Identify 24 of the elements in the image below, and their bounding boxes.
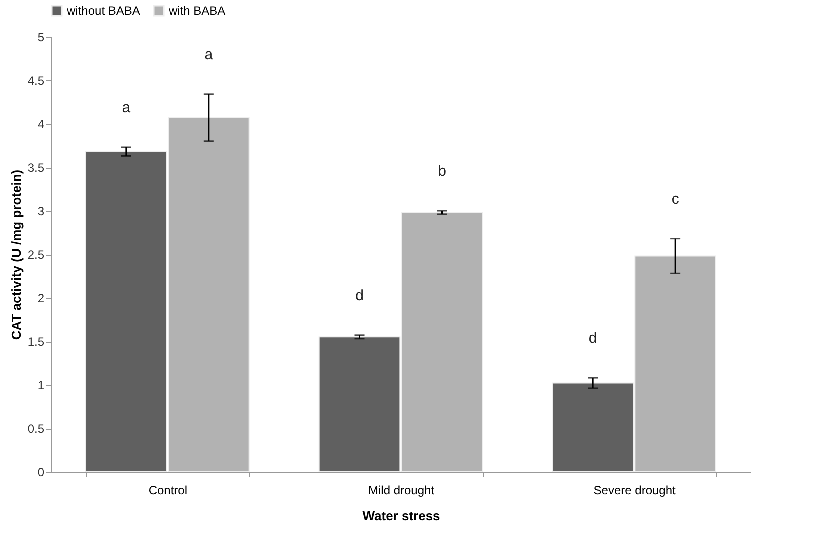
- annotation: b: [438, 163, 446, 180]
- x-tick-label: Severe drought: [594, 484, 677, 498]
- legend-label: without BABA: [66, 4, 140, 18]
- y-tick-label: 3.5: [28, 161, 45, 175]
- y-tick-label: 0.5: [28, 422, 45, 436]
- legend-label: with BABA: [168, 4, 226, 18]
- annotation: a: [122, 99, 132, 116]
- y-axis-title: CAT activity (U /mg protein): [8, 170, 24, 340]
- y-tick-label: 3: [38, 204, 45, 218]
- y-tick-label: 1.5: [28, 335, 45, 349]
- x-tick-label: Mild drought: [368, 484, 436, 498]
- annotation: d: [588, 330, 598, 348]
- y-tick-label: 0: [38, 466, 45, 480]
- y-tick-label: 4: [38, 118, 45, 132]
- x-axis-title: Water stress: [362, 508, 440, 524]
- annotation: a: [204, 46, 214, 64]
- annotation: d: [356, 287, 364, 304]
- y-tick-label: 5: [38, 30, 45, 44]
- y-tick-label: 2.5: [28, 248, 45, 262]
- x-tick-label: Control: [148, 484, 188, 498]
- y-tick-label: 4.5: [28, 74, 45, 88]
- y-tick-label: 1: [38, 378, 45, 392]
- annotation: c: [672, 190, 680, 208]
- y-tick-label: 2: [38, 292, 45, 306]
